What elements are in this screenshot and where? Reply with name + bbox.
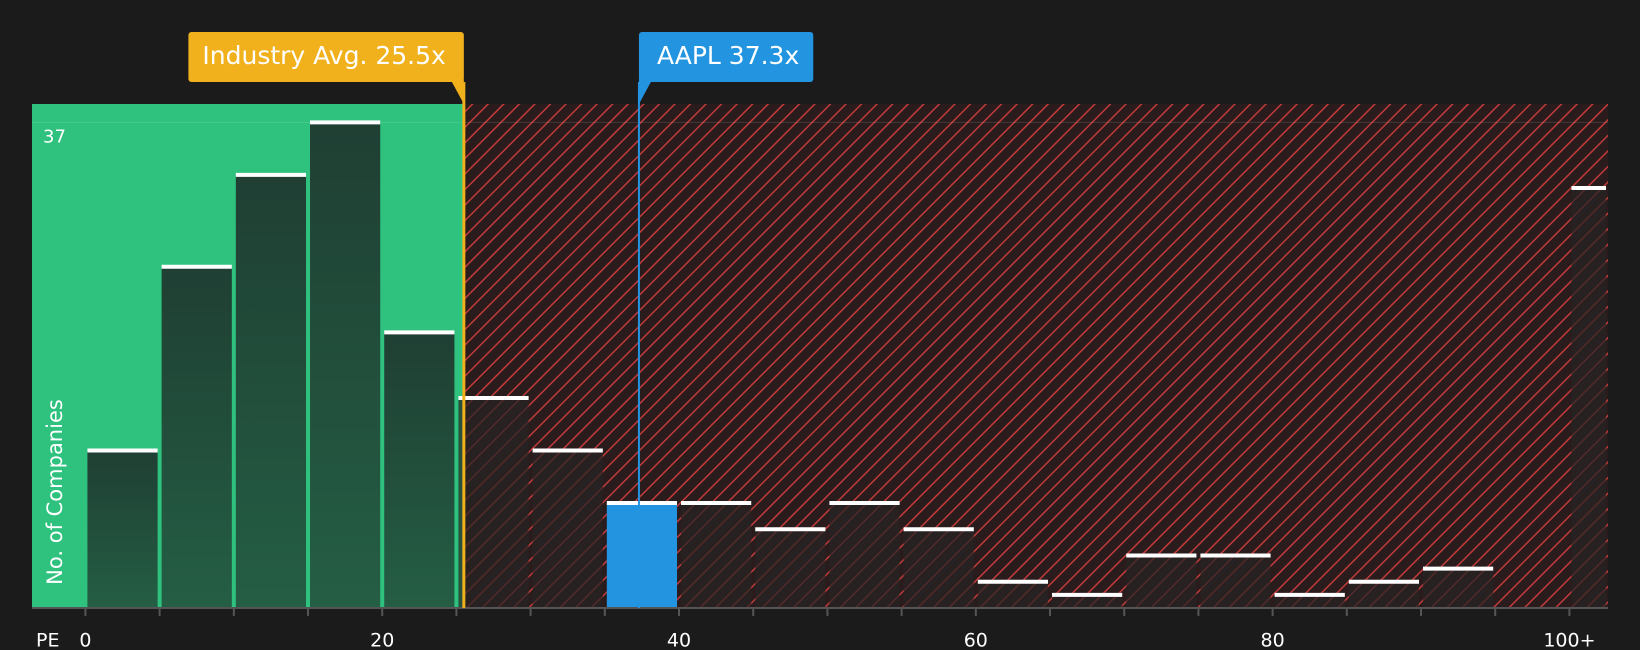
annotation-pointer [450,80,464,104]
bar-top [1200,553,1271,558]
bar-top [829,501,900,505]
bar [1571,188,1606,608]
bar-top [161,264,232,269]
bar-top [903,527,974,532]
bar-top [532,448,603,453]
bar-top [1052,592,1123,597]
y-tick-label: 37 [43,126,66,147]
bar [1052,594,1123,608]
bar-top [87,448,158,453]
bar [977,581,1049,608]
x-tick-label: 0 [79,630,91,650]
annotation-label: AAPL 37.3x [657,41,799,70]
bar [87,450,158,608]
x-axis-label: PE [36,630,59,650]
bar [1423,568,1494,608]
bar-top [1571,186,1606,190]
bar [681,503,752,608]
bar [1348,581,1420,608]
bar-top [977,579,1049,584]
bar [1126,555,1197,608]
x-tick-label: 60 [964,630,988,650]
bar [903,529,974,608]
x-tick-label: 40 [667,630,691,650]
annotation: Industry Avg. 25.5x [188,32,466,608]
x-tick-label: 20 [370,630,394,650]
bar [310,122,381,608]
bar [235,174,307,608]
bar-top [310,120,381,125]
annotation-label: Industry Avg. 25.5x [202,41,445,70]
bar-top [384,330,455,335]
bar-top [1348,579,1420,584]
bar-top [1423,566,1494,571]
annotation-box [638,32,814,82]
annotation-pointer [638,80,652,104]
bar-top [1126,553,1197,558]
bar [829,503,900,608]
x-tick-label: 80 [1261,630,1285,650]
annotation: AAPL 37.3x [637,32,814,608]
bar [161,266,232,608]
bar [1200,555,1271,608]
bar-top [681,501,752,505]
bar-top [606,501,678,505]
bar-top [755,527,826,532]
bar-top [1274,592,1345,597]
bar [606,503,678,608]
bar [532,450,603,608]
annotation-box [188,32,464,82]
y-axis-label: No. of Companies [43,399,67,585]
bar [755,529,826,608]
bar [1274,594,1345,608]
x-tick-label: 100+ [1543,630,1595,650]
bar [458,398,529,608]
bar [384,332,455,608]
bar-top [458,396,529,400]
bar-top [235,172,307,177]
